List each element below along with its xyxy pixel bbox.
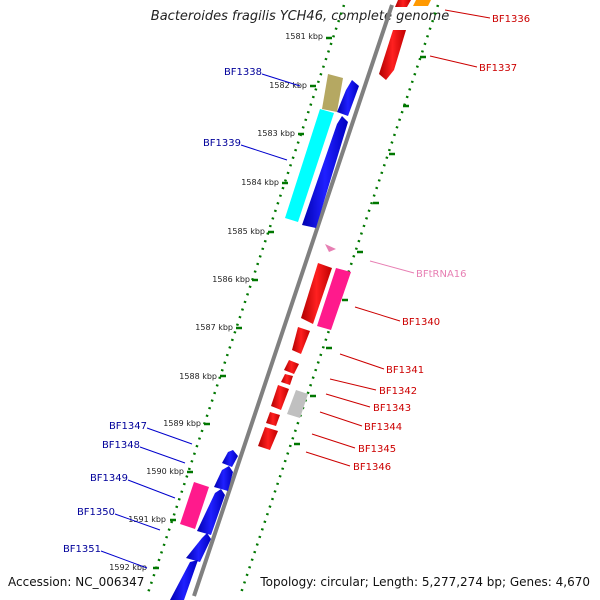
gene-label-bf1339[interactable]: BF1339 (203, 138, 241, 149)
gene-bf1349[interactable] (180, 482, 209, 529)
kbp-tick: 1582 kbp (269, 81, 307, 90)
gene-bf1337[interactable] (379, 30, 406, 80)
gene-bf1340b[interactable] (317, 268, 351, 330)
kbp-tick: 1587 kbp (195, 323, 233, 332)
gene-label-bf1341[interactable]: BF1341 (386, 365, 424, 376)
gene-label-bf1351[interactable]: BF1351 (63, 544, 101, 555)
kbp-tick: 1581 kbp (285, 32, 323, 41)
gene-label-bf1345[interactable]: BF1345 (358, 444, 396, 455)
gene-bf1347[interactable] (222, 450, 238, 467)
gene-bf1338[interactable] (322, 74, 343, 112)
kbp-tick: 1584 kbp (241, 178, 279, 187)
gene-bf1346[interactable] (258, 427, 278, 450)
gene-label-bf1342[interactable]: BF1342 (379, 386, 417, 397)
gene-bf1340a[interactable] (301, 263, 332, 324)
kbp-tick: 1586 kbp (212, 275, 250, 284)
map-title: Bacteroides fragilis YCH46, complete gen… (150, 9, 450, 24)
left-gene-labels: BF1338 BF1339 BF1347 BF1348 BF1349 BF135… (63, 67, 301, 569)
gene-label-bf1337[interactable]: BF1337 (479, 63, 517, 74)
gene-bf1345[interactable] (266, 412, 280, 426)
gene-bf1351b[interactable] (170, 560, 198, 600)
right-track-marks (294, 55, 426, 446)
gene-bf1336b[interactable] (413, 0, 431, 6)
gene-label-bf1348[interactable]: BF1348 (102, 440, 140, 451)
gene-label-bf1344[interactable]: BF1344 (364, 422, 402, 433)
topology-summary: Topology: circular; Length: 5,277,274 bp… (260, 575, 590, 589)
gene-bf1339[interactable] (285, 109, 334, 222)
gene-label-bftrna16[interactable]: BFtRNA16 (416, 269, 467, 280)
gene-bf1339b[interactable] (302, 116, 348, 228)
gene-bf1350[interactable] (197, 489, 225, 535)
gene-bf1348[interactable] (214, 466, 233, 491)
gene-label-bf1346[interactable]: BF1346 (353, 462, 391, 473)
gene-label-bf1336[interactable]: BF1336 (492, 14, 530, 25)
gene-bf1351[interactable] (186, 533, 211, 562)
gene-bf1343[interactable] (281, 374, 293, 385)
right-gene-labels: BF1336 BF1337 BF1340 BF1341 BF1342 BF134… (305, 9, 530, 473)
forward-strand-genes (170, 74, 359, 600)
kbp-tick: 1585 kbp (227, 227, 265, 236)
kbp-tick: 1589 kbp (163, 419, 201, 428)
gene-label-bf1350[interactable]: BF1350 (77, 507, 115, 518)
genome-backbone (192, 4, 394, 597)
kbp-tick-marks (153, 36, 332, 570)
gene-label-bf1347[interactable]: BF1347 (109, 421, 147, 432)
gene-bf1336[interactable] (395, 0, 411, 7)
accession-text: Accession: NC_006347 (8, 575, 145, 589)
reverse-strand-genes (258, 0, 431, 450)
gene-label-bf1340[interactable]: BF1340 (402, 317, 440, 328)
gene-bf1344b[interactable] (287, 390, 308, 418)
gene-label-bf1349[interactable]: BF1349 (90, 473, 128, 484)
gene-label-bf1343[interactable]: BF1343 (373, 403, 411, 414)
kbp-tick: 1591 kbp (128, 515, 166, 524)
gene-bf1342[interactable] (284, 360, 299, 374)
gene-bf1338b[interactable] (337, 80, 359, 116)
kbp-tick: 1583 kbp (257, 129, 295, 138)
gene-label-bf1338[interactable]: BF1338 (224, 67, 262, 78)
gene-bf1344[interactable] (271, 385, 289, 410)
kbp-tick: 1588 kbp (179, 372, 217, 381)
kbp-tick: 1590 kbp (146, 467, 184, 476)
gene-bf1341[interactable] (292, 327, 310, 354)
kbp-tick: 1592 kbp (109, 563, 147, 572)
kbp-ticks: 1581 kbp 1582 kbp 1583 kbp 1584 kbp 1585… (109, 32, 323, 572)
rna-bftrna16[interactable] (325, 244, 336, 252)
